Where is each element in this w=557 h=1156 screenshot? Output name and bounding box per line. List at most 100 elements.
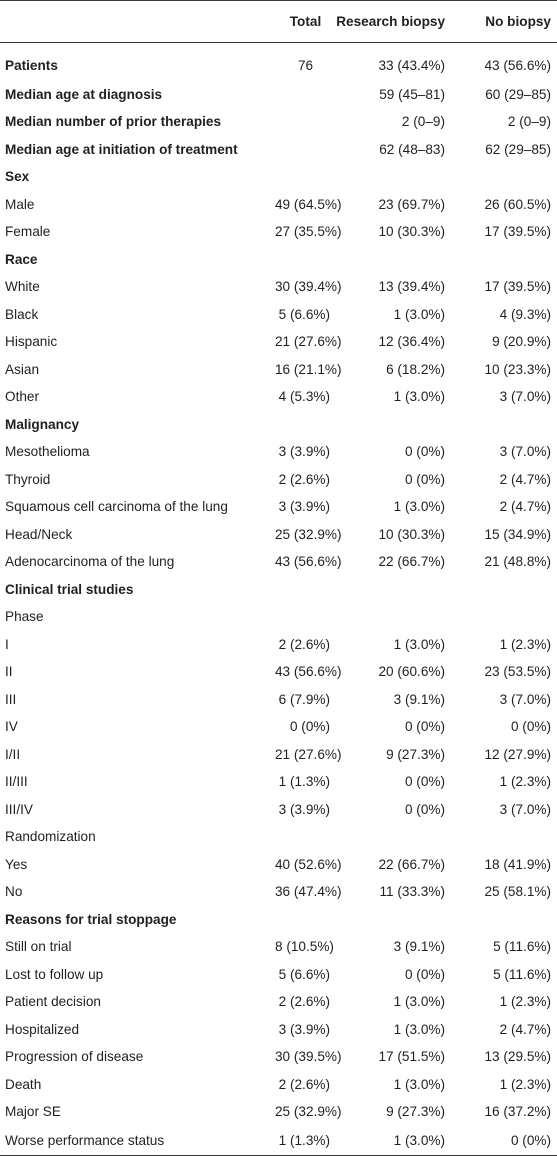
row-label: Malignancy [5,416,80,432]
cell-research-biopsy: 22 (66.7%) [378,554,446,570]
table-row: Worse performance status 1 (1.3%) 1 (3.0%)… [0,1125,557,1156]
section-header-row: Clinical trial studies [0,576,557,604]
header-research-biopsy: Research biopsy [336,0,451,43]
row-label: Patient decision [5,994,101,1010]
cell-no-biopsy: 17 (39.5%) [484,224,552,240]
cell-no-biopsy: 15 (34.9%) [484,526,552,542]
header-row: Total Research biopsy No biopsy [0,0,557,43]
cell-research-biopsy [336,163,451,191]
row-label: IV [5,719,18,735]
cell-total [275,81,336,109]
cell-no-biopsy [451,576,557,604]
section-header-row: Reasons for trial stoppage [0,906,557,934]
row-label: Hospitalized [5,1021,80,1037]
row-label: Median number of prior therapies [5,114,222,130]
table-row: Head/Neck 25 (32.9%) 10 (30.3%) 15 (34.9%) [0,521,557,549]
section-header-row: Sex [0,163,557,191]
cell-research-biopsy: 1 (3.0%) [336,1125,451,1156]
table-row: II/III 1 (1.3%) 0 (0%) 1 (2.3%) [0,768,557,796]
cell-no-biopsy: 62 (29–85) [485,141,551,157]
table-row: Other 4 (5.3%) 1 (3.0%) 3 (7.0%) [0,383,557,411]
cell-total: 25 (32.9%) [275,526,342,542]
row-label: Still on trial [5,939,72,955]
cell-no-biopsy: 23 (53.5%) [484,664,552,680]
table-row: IV 0 (0%) 0 (0%) 0 (0%) [0,713,557,741]
table-row: Progression of disease 30 (39.5%) 17 (51.5… [0,1043,557,1071]
row-label: Head/Neck [5,526,73,542]
table-row: Median age at diagnosis 59 (45–81) 60 (29–… [0,81,557,109]
header-label [0,0,275,43]
cell-total: 2 (2.6%) [278,636,330,652]
row-label: Randomization [5,829,96,845]
row-label: Black [5,306,39,322]
cell-research-biopsy: 11 (33.3%) [379,884,446,900]
cell-research-biopsy: 17 (51.5%) [378,1049,446,1065]
cell-no-biopsy: 0 (0%) [451,1125,557,1156]
cell-research-biopsy: 0 (0%) [404,444,445,460]
table-row: Still on trial 8 (10.5%) 3 (9.1%) 5 (11.6%) [0,933,557,961]
cell-research-biopsy [336,411,451,439]
cell-research-biopsy: 59 (45–81) [379,86,445,102]
table-row: Lost to follow up 5 (6.6%) 0 (0%) 5 (11.6%) [0,961,557,989]
cell-no-biopsy: 2 (4.7%) [499,1021,551,1037]
cell-research-biopsy: 0 (0%) [404,774,445,790]
cell-no-biopsy: 12 (27.9%) [484,746,552,762]
row-label: Median age at initiation of treatment [5,141,238,157]
cell-research-biopsy: 0 (0%) [404,719,445,735]
section-header-row: Malignancy [0,411,557,439]
cell-research-biopsy: 1 (3.0%) [393,1021,445,1037]
cell-no-biopsy: 18 (41.9%) [484,856,552,872]
cell-total: 76 [297,58,314,74]
cell-research-biopsy: 0 (0%) [404,801,445,817]
cell-no-biopsy: 0 (0%) [510,719,551,735]
table-row: Randomization [0,823,557,851]
cell-total: 1 (1.3%) [278,774,330,790]
row-label: Worse performance status [0,1125,275,1156]
cell-research-biopsy: 12 (36.4%) [378,334,446,350]
cell-research-biopsy: 0 (0%) [404,471,445,487]
row-label: Squamous cell carcinoma of the lung [5,499,228,515]
table-row: Patients 76 33 (43.4%) 43 (56.6%) [0,43,557,81]
cell-no-biopsy: 3 (7.0%) [499,444,551,460]
cell-research-biopsy: 3 (9.1%) [393,691,445,707]
table-row: Death 2 (2.6%) 1 (3.0%) 1 (2.3%) [0,1071,557,1099]
cell-no-biopsy: 13 (29.5%) [484,1049,552,1065]
cell-total: 16 (21.1%) [275,361,342,377]
table-row: II 43 (56.6%) 20 (60.6%) 23 (53.5%) [0,658,557,686]
cell-research-biopsy: 9 (27.3%) [386,1104,445,1120]
row-label: White [5,279,40,295]
cell-total [275,411,336,439]
table-row: I/II 21 (27.6%) 9 (27.3%) 12 (27.9%) [0,741,557,769]
table-row: Hospitalized 3 (3.9%) 1 (3.0%) 2 (4.7%) [0,1016,557,1044]
table-row: Thyroid 2 (2.6%) 0 (0%) 2 (4.7%) [0,466,557,494]
row-label: Progression of disease [5,1049,144,1065]
cell-total: 3 (3.9%) [278,499,330,515]
table-row: Black 5 (6.6%) 1 (3.0%) 4 (9.3%) [0,301,557,329]
cell-no-biopsy: 1 (2.3%) [499,994,551,1010]
cell-research-biopsy: 1 (3.0%) [393,1076,445,1092]
row-label: Other [5,389,39,405]
cell-total: 3 (3.9%) [278,444,330,460]
cell-total: 30 (39.5%) [275,1049,342,1065]
row-label: I [5,636,9,652]
row-label: Lost to follow up [5,966,104,982]
cell-research-biopsy: 13 (39.4%) [378,279,446,295]
cell-no-biopsy: 25 (58.1%) [484,884,552,900]
cell-no-biopsy [451,246,557,274]
cell-no-biopsy: 21 (48.8%) [484,554,552,570]
row-label: III [5,691,17,707]
cell-total: 1 (1.3%) [275,1125,336,1156]
table-row: Yes 40 (52.6%) 22 (66.7%) 18 (41.9%) [0,851,557,879]
cell-no-biopsy: 3 (7.0%) [499,801,551,817]
table-row: III 6 (7.9%) 3 (9.1%) 3 (7.0%) [0,686,557,714]
row-label: Asian [5,361,40,377]
table-header: Total Research biopsy No biopsy [0,0,557,43]
row-label: Race [5,251,38,267]
cell-total: 2 (2.6%) [278,994,330,1010]
cell-no-biopsy: 5 (11.6%) [493,939,551,955]
row-label: No [5,884,23,900]
cell-total: 21 (27.6%) [275,746,342,762]
table-row: Hispanic 21 (27.6%) 12 (36.4%) 9 (20.9%) [0,328,557,356]
cell-research-biopsy: 6 (18.2%) [386,361,445,377]
